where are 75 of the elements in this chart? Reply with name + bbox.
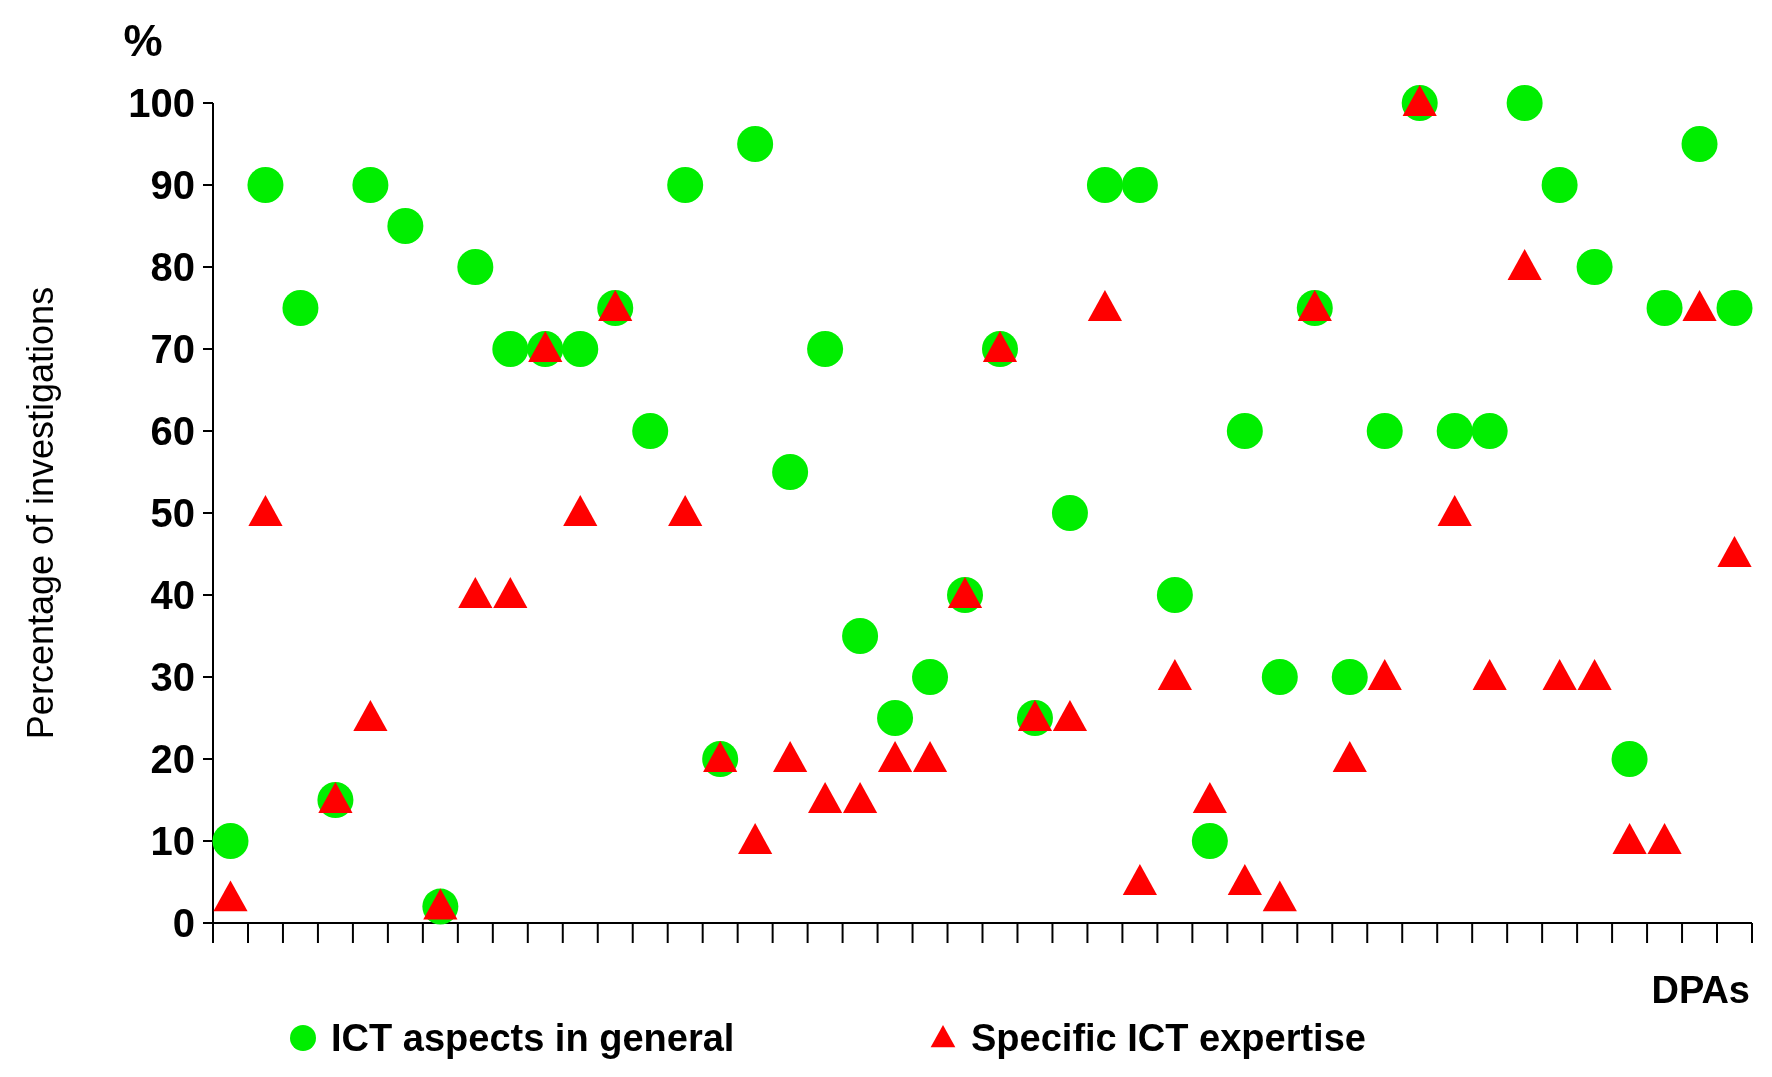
y-tick-label: 10 <box>150 819 195 863</box>
point <box>247 167 284 203</box>
point <box>1577 659 1612 690</box>
point <box>1156 577 1193 613</box>
point <box>1576 249 1613 285</box>
point <box>1226 413 1263 449</box>
point <box>738 823 773 854</box>
point <box>1332 741 1367 772</box>
point <box>1262 880 1297 912</box>
y-tick-label: 70 <box>150 327 195 371</box>
point <box>213 880 248 912</box>
point <box>1331 659 1368 695</box>
point <box>773 741 808 772</box>
point <box>1192 782 1227 813</box>
y-tick-label: 60 <box>150 409 195 453</box>
point <box>842 618 879 654</box>
point <box>1122 864 1157 895</box>
text: % <box>123 16 163 65</box>
point <box>353 700 388 731</box>
point <box>248 495 283 526</box>
point <box>1227 864 1262 895</box>
point <box>1051 495 1088 531</box>
point <box>493 577 528 608</box>
point <box>1647 823 1682 854</box>
point <box>877 741 913 772</box>
point <box>1366 413 1403 449</box>
point <box>842 782 878 813</box>
point <box>352 167 389 203</box>
point <box>1157 659 1192 690</box>
point <box>1506 85 1543 121</box>
point <box>1541 167 1578 203</box>
point <box>457 249 494 285</box>
point <box>912 659 949 695</box>
point <box>458 577 493 608</box>
point <box>1716 290 1753 326</box>
point <box>912 741 948 772</box>
point <box>877 700 914 736</box>
point <box>1436 413 1473 449</box>
y-tick-label: 50 <box>150 491 195 535</box>
y-tick-label: 0 <box>172 901 195 945</box>
point <box>1471 413 1508 449</box>
point <box>1612 823 1647 854</box>
point <box>562 331 599 367</box>
point <box>492 331 529 367</box>
point <box>808 782 843 813</box>
y-tick-label: 20 <box>150 737 195 781</box>
point <box>1717 536 1752 567</box>
point <box>1437 495 1472 526</box>
point <box>667 167 704 203</box>
point <box>1052 700 1088 731</box>
point <box>387 208 424 244</box>
point <box>1086 167 1123 203</box>
y-tick-label: 30 <box>150 655 195 699</box>
point <box>1681 126 1718 162</box>
y-tick-label: 40 <box>150 573 195 617</box>
point <box>1121 167 1158 203</box>
y-tick-label: 90 <box>150 163 195 207</box>
legend-label: Specific ICT expertise <box>971 1017 1366 1060</box>
y-tick-label: 80 <box>150 245 195 289</box>
y-axis-title: Percentage of investigations <box>20 286 61 740</box>
point <box>632 413 669 449</box>
point <box>772 454 809 490</box>
point <box>668 495 703 526</box>
point <box>1542 659 1577 690</box>
point <box>1472 659 1507 690</box>
y-tick-label: 100 <box>128 81 195 125</box>
point <box>563 495 598 526</box>
legend-label: ICT aspects in general <box>331 1017 735 1060</box>
point <box>737 126 774 162</box>
point <box>1367 659 1402 690</box>
x-axis-title: DPAs <box>1651 969 1750 1011</box>
point <box>282 290 319 326</box>
point <box>1261 659 1298 695</box>
point <box>807 331 844 367</box>
point <box>1646 290 1683 326</box>
